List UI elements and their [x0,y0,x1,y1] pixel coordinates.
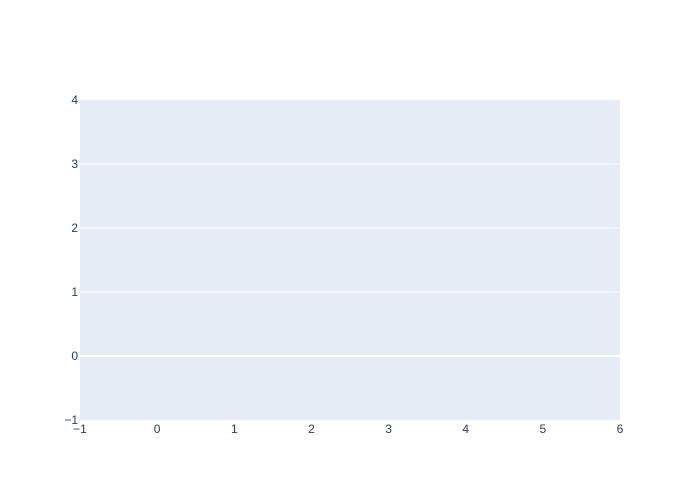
y-tick-label: 1 [71,285,78,299]
y-tick-label: 0 [71,349,78,363]
x-tick-label: 4 [462,422,469,436]
x-tick-label: −1 [73,422,87,436]
x-tick-label: 5 [540,422,547,436]
y-tick-label: 4 [71,93,78,107]
x-tick-label: 0 [154,422,161,436]
x-tick-label: 6 [617,422,624,436]
x-tick-label: 3 [385,422,392,436]
x-axis-tick-labels: −1 0 1 2 3 4 5 6 [73,422,624,436]
plot-background [80,100,620,420]
x-tick-label: 1 [231,422,238,436]
y-axis-tick-labels: −1 0 1 2 3 4 [64,93,78,427]
grid-lines [80,163,620,357]
y-tick-label: 3 [71,157,78,171]
y-tick-label: 2 [71,221,78,235]
x-tick-label: 2 [308,422,315,436]
y-tick-label: −1 [64,413,78,427]
